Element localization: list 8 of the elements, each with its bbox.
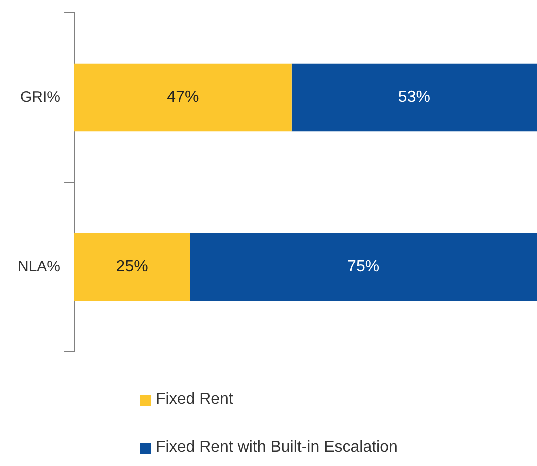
legend-label: Fixed Rent with Built-in Escalation bbox=[156, 439, 398, 457]
data-label: 47% bbox=[167, 89, 200, 106]
data-label: 25% bbox=[116, 258, 148, 276]
data-label: 53% bbox=[398, 89, 430, 106]
y-tick-label: NLA% bbox=[18, 258, 61, 276]
legend-label: Fixed Rent bbox=[156, 391, 234, 409]
y-tick-label: GRI% bbox=[20, 88, 61, 106]
data-label: 75% bbox=[348, 258, 380, 276]
